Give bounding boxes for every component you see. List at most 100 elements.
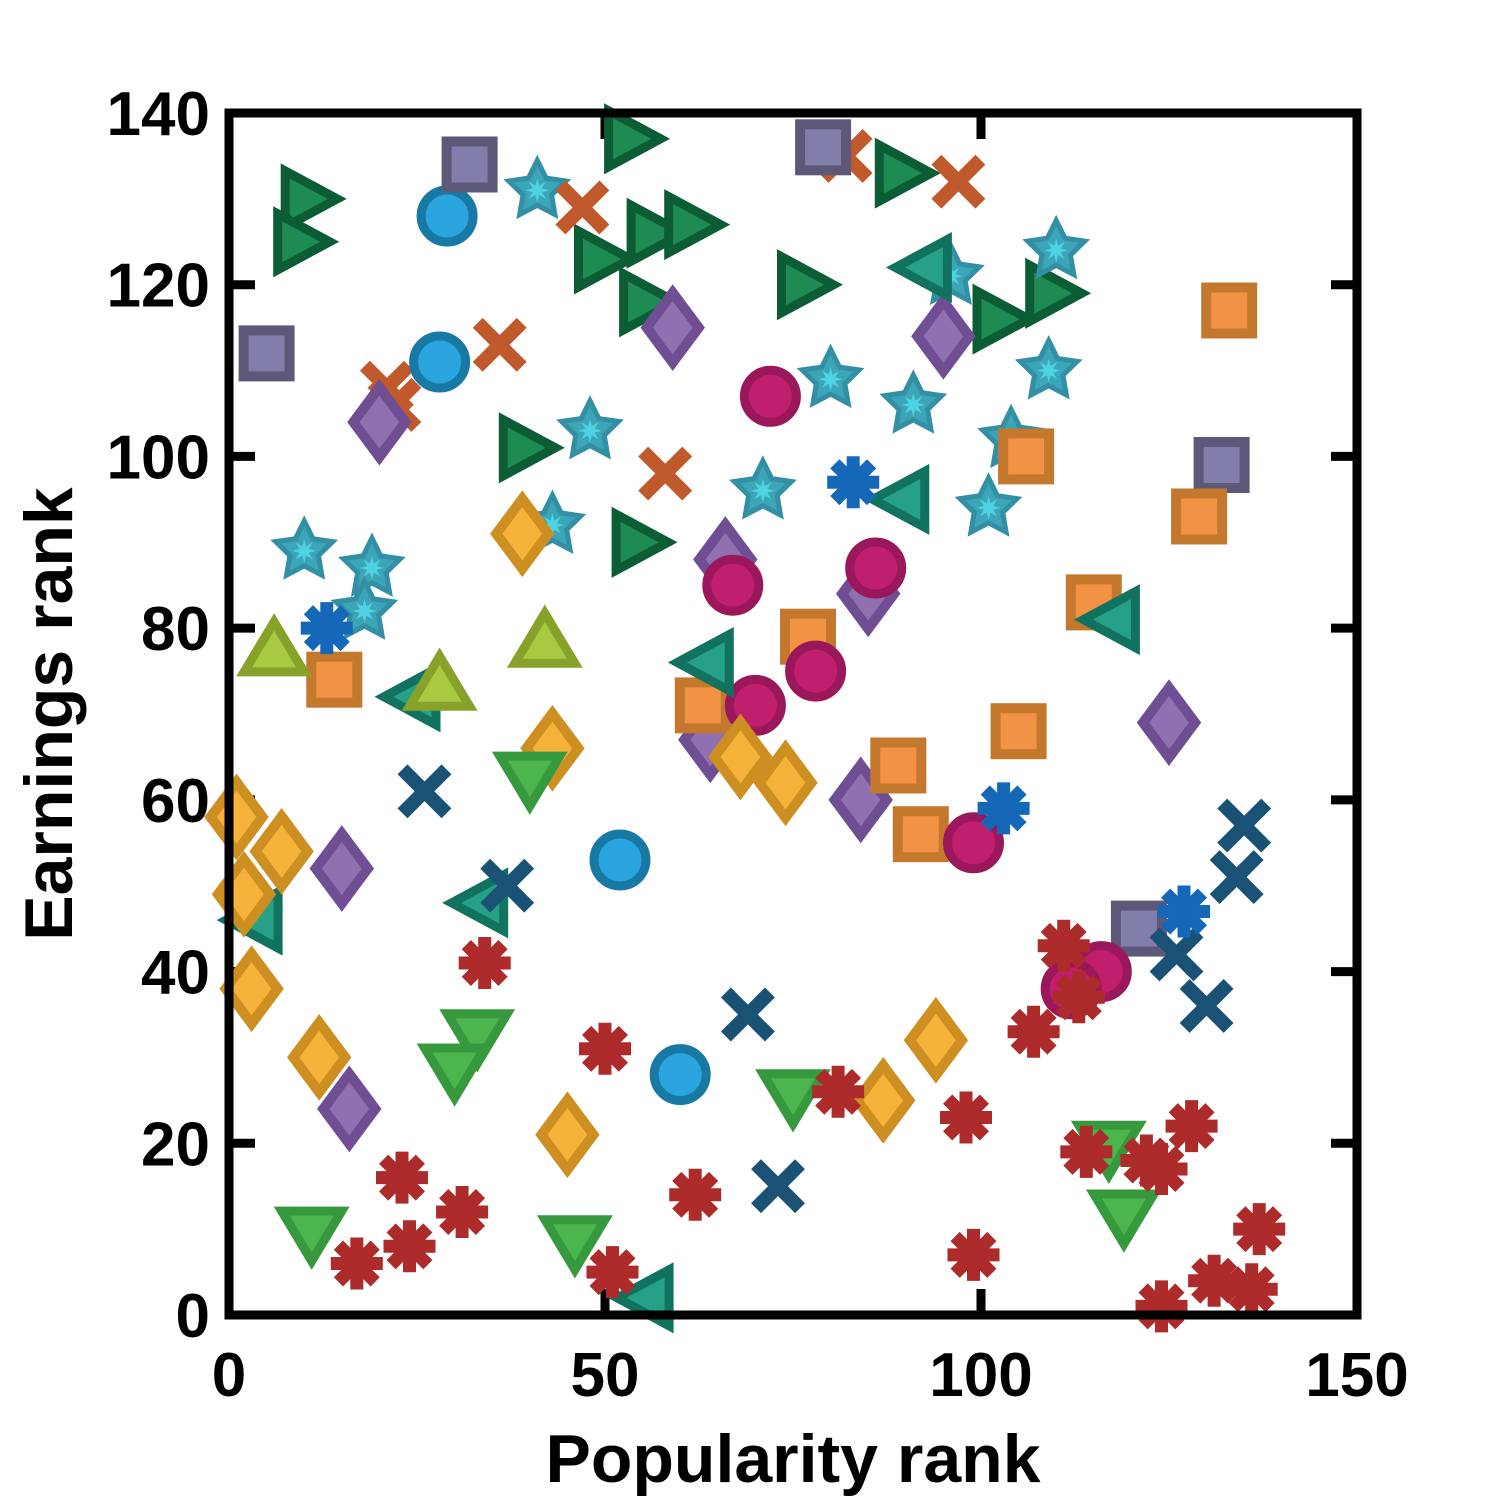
marker-teal-left-triangle [442,867,509,939]
marker-orange-x [931,154,986,209]
marker-darkred-asterisk [1007,1005,1060,1058]
marker-green-right-triangle [777,249,843,321]
marker-blue-circle [409,331,471,393]
marker-green-down-triangle [416,1043,493,1107]
marker-slate-square [795,119,852,176]
marker-orange-diamond [753,739,818,827]
marker-teal-star [270,515,339,580]
marker-darkred-asterisk [586,1246,639,1299]
marker-crimson-circle [739,365,801,427]
marker-navy-x [1149,927,1204,982]
marker-blue-circle [589,829,651,891]
marker-teal-star [556,395,624,460]
y-tick-label: 100 [107,423,210,492]
marker-purple-diamond [1136,679,1202,766]
marker-orange-square [870,737,927,794]
marker-teal-star [330,575,399,640]
marker-purple-diamond [347,378,412,466]
marker-teal-left-triangle [1073,584,1140,656]
marker-teal-star [796,343,865,409]
marker-purple-diamond [640,284,705,371]
marker-blue-asterisk [1158,885,1210,938]
marker-orange-x [555,180,610,235]
marker-green-right-triangle [611,506,678,578]
marker-orange-x [472,317,527,372]
marker-green-down-triangle [1085,1189,1162,1253]
marker-orange-square [990,703,1047,760]
marker-green-down-triangle [491,751,568,815]
marker-orange-diamond [708,713,773,801]
marker-green-right-triangle [574,223,640,295]
x-tick-label: 150 [1305,1341,1408,1410]
marker-teal-left-triangle [863,463,930,535]
x-tick-label: 100 [929,1341,1032,1410]
marker-blue-circle [416,185,478,247]
marker-purple-diamond [911,292,976,380]
marker-teal-star [879,369,948,434]
marker-teal-star [338,532,406,597]
marker-green-right-triangle [273,206,340,278]
marker-darkred-asterisk [940,1091,992,1144]
marker-green-right-triangle [626,197,693,269]
marker-purple-diamond [317,1065,382,1153]
marker-navy-x [751,1159,805,1214]
marker-darkred-asterisk [1037,919,1090,972]
marker-teal-star [1022,214,1091,280]
marker-green-right-triangle [874,137,941,209]
marker-darkred-asterisk [436,1186,489,1238]
marker-darkred-asterisk [947,1228,1000,1281]
marker-orange-diamond [219,945,284,1033]
axis-box [224,108,1362,1320]
marker-green-right-triangle [498,412,565,484]
marker-darkred-asterisk [1135,1143,1188,1195]
marker-green-right-triangle [1025,257,1092,329]
marker-crimson-circle [785,640,847,702]
marker-slate-square [1110,900,1167,957]
marker-darkred-asterisk [1233,1203,1286,1256]
marker-blue-circle [649,1044,711,1106]
marker-green-down-triangle [536,1215,613,1279]
marker-darkred-asterisk [812,1065,865,1118]
marker-orange-diamond [535,1091,600,1179]
tick-labels: 0 50 100 150 0 20 40 60 80 100 120 140 [107,80,1409,1410]
marker-crimson-circle [845,537,907,599]
marker-slate-square [1193,437,1250,493]
marker-darkred-asterisk [579,1022,631,1075]
marker-green-right-triangle [664,189,731,261]
marker-orange-square [306,651,363,708]
marker-navy-x [720,987,775,1042]
marker-green-down-triangle [755,1069,831,1133]
marker-darkred-asterisk [458,937,511,989]
y-tick-label: 80 [141,595,210,664]
marker-darkred-asterisk [330,1237,383,1290]
marker-yellowgreen-up-triangle [506,604,583,668]
marker-teal-left-triangle [885,231,952,304]
marker-darkred-asterisk [1225,1263,1278,1316]
marker-orange-square [1201,282,1258,339]
marker-orange-diamond [490,490,555,578]
marker-crimson-circle [943,812,1004,874]
marker-darkred-asterisk [669,1168,722,1221]
marker-blue-asterisk [827,456,880,509]
marker-navy-x [1209,850,1264,905]
y-tick-label: 0 [176,1282,210,1351]
marker-green-right-triangle [604,103,671,175]
marker-orange-diamond [204,773,269,861]
marker-green-down-triangle [273,1206,350,1270]
y-tick-label: 140 [107,80,210,149]
marker-orange-x [638,446,693,501]
marker-green-right-triangle [972,283,1039,355]
marker-darkred-asterisk [376,1151,428,1204]
marker-green-right-triangle [280,163,347,235]
marker-navy-x [397,764,452,819]
marker-teal-star [954,472,1023,537]
marker-darkred-asterisk [1135,1280,1188,1333]
marker-orange-diamond [903,996,969,1084]
marker-teal-star [1014,334,1083,400]
marker-darkred-asterisk [1060,1125,1113,1178]
x-axis-label: Popularity rank [545,1421,1040,1497]
x-tick-label: 50 [571,1341,640,1410]
marker-orange-square [998,428,1055,485]
